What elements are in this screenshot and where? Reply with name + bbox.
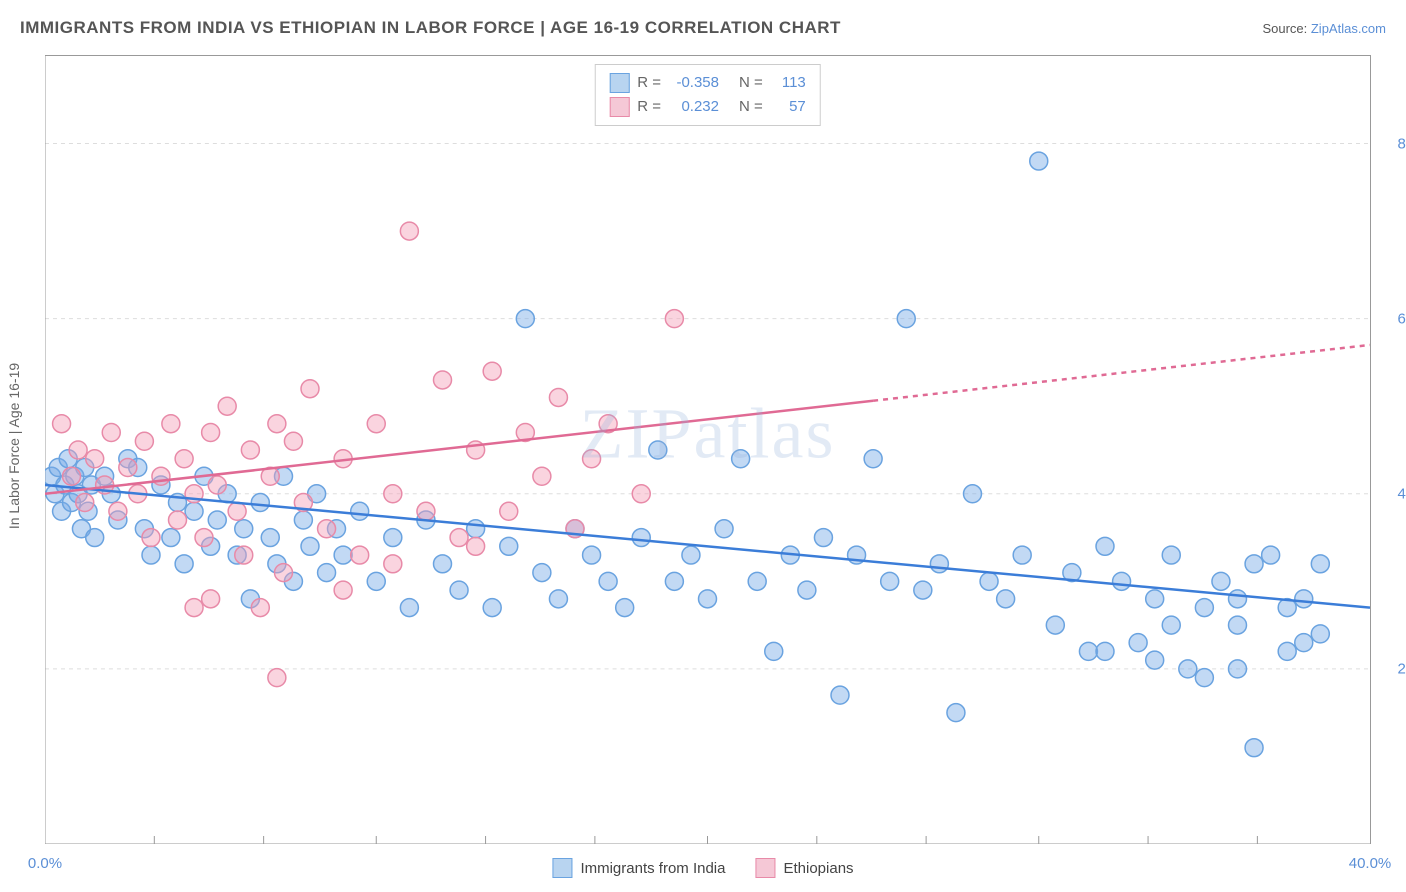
y-tick-label: 80.0%	[1397, 135, 1406, 152]
y-tick-label: 40.0%	[1397, 485, 1406, 502]
source-link[interactable]: ZipAtlas.com	[1311, 21, 1386, 36]
scatter-plot-svg	[45, 56, 1370, 844]
n-value: 57	[771, 95, 806, 119]
r-label: R =	[637, 71, 661, 95]
source-attribution: Source: ZipAtlas.com	[1262, 21, 1386, 36]
legend-series-item: Ethiopians	[755, 858, 853, 878]
legend-swatch	[609, 73, 629, 93]
y-tick-label: 20.0%	[1397, 660, 1406, 677]
n-label: N =	[739, 95, 763, 119]
y-axis-label: In Labor Force | Age 16-19	[6, 363, 22, 529]
chart-area: ZIPatlas R =-0.358N =113R =0.232N =57 20…	[45, 55, 1371, 844]
legend-swatch	[552, 858, 572, 878]
legend-series-item: Immigrants from India	[552, 858, 725, 878]
chart-title: IMMIGRANTS FROM INDIA VS ETHIOPIAN IN LA…	[20, 18, 841, 38]
legend-swatch	[609, 97, 629, 117]
source-prefix: Source:	[1262, 21, 1310, 36]
legend-swatch	[755, 858, 775, 878]
n-label: N =	[739, 71, 763, 95]
r-value: 0.232	[669, 95, 719, 119]
r-value: -0.358	[669, 71, 719, 95]
x-tick-label: 0.0%	[28, 855, 62, 872]
r-label: R =	[637, 95, 661, 119]
x-tick-label: 40.0%	[1349, 855, 1392, 872]
legend-series-label: Ethiopians	[783, 860, 853, 877]
n-value: 113	[771, 71, 806, 95]
series-legend: Immigrants from India Ethiopians	[552, 858, 853, 878]
correlation-legend: R = -0.358 N = 113 R = 0.232 N = 57	[594, 64, 821, 126]
legend-series-label: Immigrants from India	[580, 860, 725, 877]
y-tick-label: 60.0%	[1397, 310, 1406, 327]
legend-stat-row: R = 0.232 N = 57	[609, 95, 806, 119]
legend-stat-row: R = -0.358 N = 113	[609, 71, 806, 95]
